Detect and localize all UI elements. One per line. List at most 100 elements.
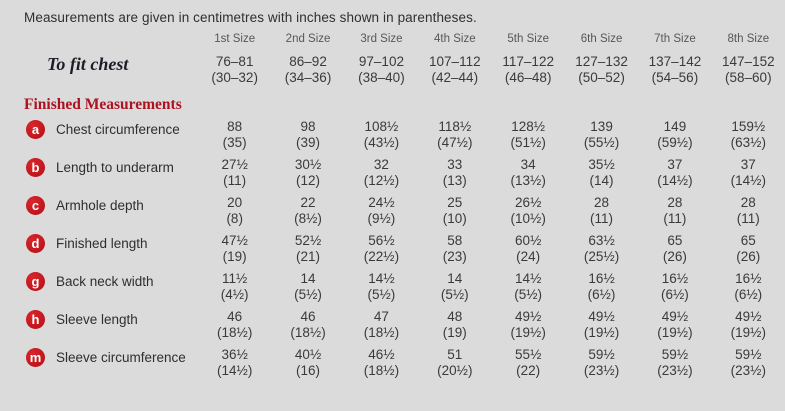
measurement-cell: 97–102 (38–40)	[345, 54, 418, 86]
inch-value: (6½)	[734, 287, 763, 302]
cm-value: 118½	[438, 119, 472, 134]
measurement-cell: 117–122 (46–48)	[492, 54, 565, 86]
measurement-cell: 40½ (16)	[271, 347, 344, 379]
inch-value: (19)	[442, 325, 467, 340]
measurement-cell: 127–132 (50–52)	[565, 54, 638, 86]
measurement-cell: 98 (39)	[271, 119, 344, 151]
inch-value: (10)	[442, 211, 467, 226]
row-label: Sleeve circumference	[56, 349, 186, 365]
to-fit-chest-row: To fit chest 76–81 (30–32) 86–92 (34–36) 97–1…	[0, 54, 785, 86]
inch-value: (11)	[663, 211, 687, 226]
cm-value: 48	[447, 309, 463, 324]
column-header: 1st Size	[214, 33, 256, 45]
column-header: 6th Size	[580, 33, 623, 45]
row-badge-d: d	[26, 233, 45, 253]
measurement-cell: 108½ (43½)	[345, 119, 418, 151]
cm-value: 32	[373, 157, 389, 172]
cm-value: 128½	[511, 119, 546, 134]
inch-value: (25½)	[583, 249, 620, 264]
inch-value: (18½)	[290, 325, 326, 340]
cm-value: 47½	[221, 233, 248, 248]
cm-value: 49½	[588, 309, 615, 324]
cm-value: 20	[227, 195, 243, 210]
cm-value: 27½	[221, 157, 248, 172]
cm-value: 14½	[368, 271, 395, 286]
cm-value: 107–112	[429, 54, 481, 69]
inch-value: (38–40)	[358, 70, 405, 85]
row-label-cell: h Sleeve length	[0, 309, 198, 329]
inch-value: (20½)	[437, 363, 473, 378]
inch-value: (46–48)	[504, 70, 552, 85]
inch-value: (6½)	[587, 287, 616, 302]
cm-value: 49½	[515, 309, 542, 324]
measurement-cell: 47 (18½)	[345, 309, 418, 341]
cm-value: 16½	[661, 271, 689, 286]
measurement-cell: 20 (8)	[198, 195, 271, 227]
inch-value: (5½)	[294, 287, 322, 302]
cm-value: 30½	[294, 157, 322, 172]
cm-value: 60½	[515, 233, 542, 248]
row-label: Back neck width	[56, 273, 154, 289]
measurement-row-b: b Length to underarm 27½ (11) 30½ (12) 32 (12½)…	[0, 157, 785, 195]
measurement-cell: 88 (35)	[198, 119, 271, 151]
inch-value: (12)	[296, 173, 321, 188]
row-label-cell: g Back neck width	[0, 271, 198, 291]
measurement-cell: 55½ (22)	[492, 347, 565, 379]
inch-value: (10½)	[510, 211, 546, 226]
inch-value: (14½)	[217, 363, 253, 378]
row-badge-b: b	[26, 157, 45, 177]
section-heading: Finished Measurements	[24, 96, 182, 113]
measurement-cell: 86–92 (34–36)	[271, 54, 344, 86]
inch-value: (4½)	[220, 287, 249, 302]
measurement-cell: 107–112 (42–44)	[418, 54, 491, 86]
cm-value: 159½	[731, 119, 766, 134]
measurement-cell: 16½ (6½)	[638, 271, 711, 303]
cm-value: 34	[520, 157, 536, 172]
column-header: 7th Size	[654, 33, 696, 45]
measurement-cell: 33 (13)	[418, 157, 491, 189]
inch-value: (11)	[223, 173, 247, 188]
cm-value: 149	[663, 119, 687, 134]
measurement-cell: 65 (26)	[638, 233, 711, 265]
cm-value: 137–142	[648, 54, 702, 69]
cm-value: 37	[740, 157, 756, 172]
cm-value: 14½	[515, 271, 542, 286]
cm-value: 16½	[735, 271, 762, 286]
cm-value: 36½	[221, 347, 248, 362]
measurement-cell: 149 (59½)	[638, 119, 711, 151]
row-badge-m: m	[26, 347, 45, 367]
inch-value: (13½)	[510, 173, 546, 188]
measurement-row-h: h Sleeve length 46 (18½) 46 (18½) 47 (18½) 48 (19…	[0, 309, 785, 347]
cm-value: 52½	[294, 233, 322, 248]
inch-value: (22)	[516, 363, 541, 378]
cm-value: 55½	[515, 347, 542, 362]
inch-value: (23½)	[730, 363, 766, 378]
inch-value: (5½)	[514, 287, 543, 302]
inch-value: (59½)	[657, 135, 693, 150]
row-label-cell: b Length to underarm	[0, 157, 198, 177]
measurement-cell: 14½ (5½)	[345, 271, 418, 303]
cm-value: 65	[740, 233, 756, 248]
inch-value: (55½)	[583, 135, 620, 150]
inch-value: (26)	[662, 249, 687, 264]
measurement-cell: 37 (14½)	[712, 157, 785, 189]
measurement-cell: 49½ (19½)	[638, 309, 711, 341]
row-label: Armhole depth	[56, 197, 144, 213]
row-label: Finished length	[56, 235, 148, 251]
row-label: Chest circumference	[56, 121, 180, 137]
cm-value: 58	[447, 233, 463, 248]
measurement-cell: 60½ (24)	[492, 233, 565, 265]
column-header: 5th Size	[507, 33, 549, 45]
cm-value: 26½	[515, 195, 542, 210]
cm-value: 14	[447, 271, 463, 286]
cm-value: 147–152	[722, 54, 775, 69]
cm-value: 22	[300, 195, 316, 210]
measurement-cell: 32 (12½)	[345, 157, 418, 189]
measurement-cell: 22 (8½)	[271, 195, 344, 227]
measurement-cell: 34 (13½)	[492, 157, 565, 189]
cm-value: 46	[300, 309, 316, 324]
inch-value: (19)	[222, 249, 247, 264]
measurement-cell: 51 (20½)	[418, 347, 491, 379]
inch-value: (19½)	[510, 325, 546, 340]
